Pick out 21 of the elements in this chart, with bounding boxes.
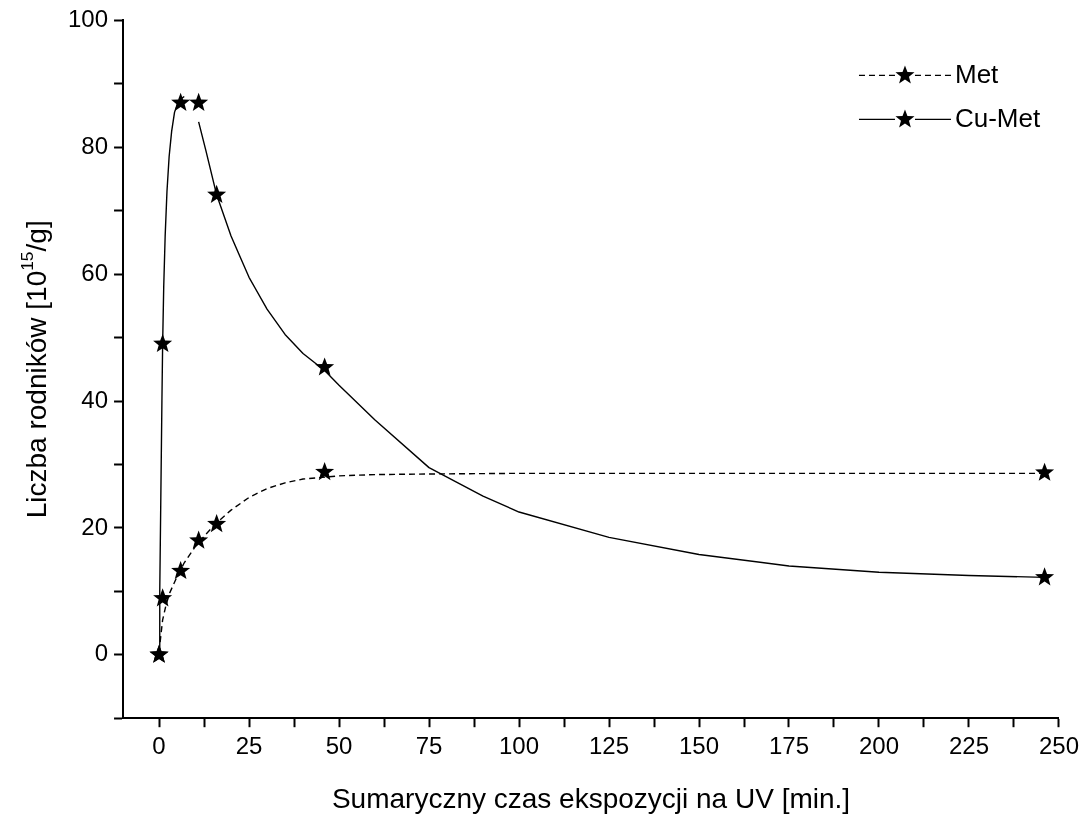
x-tick-label: 100: [498, 732, 540, 760]
y-tick-label: 60: [81, 258, 109, 286]
x-tick-label: 250: [1038, 732, 1079, 760]
legend-label: Cu-Met: [954, 102, 1041, 133]
y-axis-title: Liczba rodników [1015/g]: [16, 220, 52, 519]
x-tick-label: 50: [325, 732, 353, 760]
x-tick-label: 175: [768, 732, 810, 760]
x-axis-title: Sumaryczny czas ekspozycji na UV [min.]: [331, 782, 851, 814]
x-tick-label: 150: [678, 732, 720, 760]
x-tick-label: 225: [948, 732, 990, 760]
x-tick-label: 75: [415, 732, 443, 760]
x-tick-label: 125: [588, 732, 630, 760]
y-tick-label: 40: [81, 385, 109, 413]
legend-label: Met: [954, 58, 1000, 89]
x-tick-label: 25: [235, 732, 263, 760]
y-tick-label: 100: [68, 5, 109, 33]
x-tick-label: 0: [152, 732, 166, 760]
x-tick-label: 200: [858, 732, 900, 760]
y-tick-label: 20: [81, 512, 109, 540]
y-tick-label: 80: [81, 131, 109, 159]
y-tick-label: 0: [94, 639, 109, 667]
